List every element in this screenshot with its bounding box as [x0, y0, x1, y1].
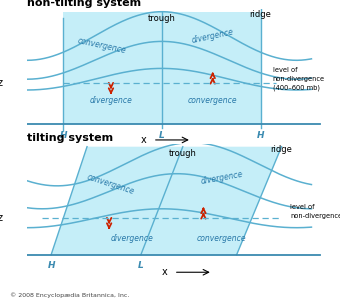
- Text: divergence: divergence: [200, 169, 243, 186]
- Text: divergence: divergence: [191, 27, 235, 45]
- Polygon shape: [162, 12, 260, 124]
- Text: divergence: divergence: [89, 96, 132, 105]
- Polygon shape: [141, 147, 282, 255]
- Text: © 2008 Encyclopædia Britannica, Inc.: © 2008 Encyclopædia Britannica, Inc.: [10, 293, 130, 298]
- Text: level of
non-divergence
(400–600 mb): level of non-divergence (400–600 mb): [273, 68, 325, 91]
- Text: tilting system: tilting system: [27, 133, 113, 143]
- Text: L: L: [138, 261, 144, 271]
- Text: z: z: [0, 213, 3, 223]
- Text: convergence: convergence: [188, 96, 238, 105]
- Text: H: H: [47, 261, 55, 271]
- Text: level of
non-divergence: level of non-divergence: [290, 204, 340, 219]
- Text: convergence: convergence: [197, 234, 246, 243]
- Text: trough: trough: [169, 149, 197, 158]
- Text: H: H: [257, 130, 264, 140]
- Polygon shape: [63, 12, 162, 124]
- Text: trough: trough: [148, 14, 176, 23]
- Text: ridge: ridge: [250, 10, 272, 19]
- Text: x: x: [141, 135, 147, 145]
- Text: convergence: convergence: [77, 36, 127, 55]
- Text: z: z: [0, 78, 3, 88]
- Text: divergence: divergence: [110, 234, 153, 243]
- Text: ridge: ridge: [271, 145, 292, 154]
- Text: convergence: convergence: [86, 172, 136, 197]
- Polygon shape: [51, 147, 183, 255]
- Text: non-tilting system: non-tilting system: [27, 0, 141, 8]
- Text: L: L: [159, 130, 165, 140]
- Text: H: H: [59, 130, 67, 140]
- Text: x: x: [162, 267, 168, 277]
